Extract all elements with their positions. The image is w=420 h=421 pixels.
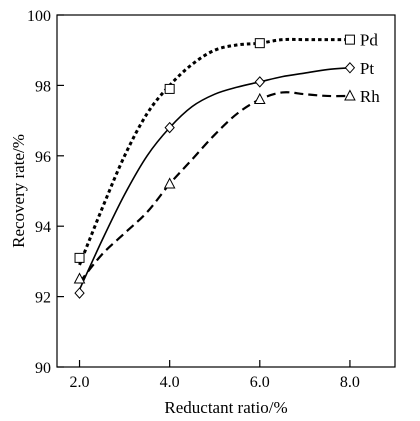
data-point-pt xyxy=(254,76,265,88)
y-tick-label: 96 xyxy=(35,149,51,166)
series-labels: Pd Pt Rh xyxy=(360,31,380,106)
data-point-rh xyxy=(163,177,176,189)
data-point-pt xyxy=(164,121,175,134)
series-label-pd: Pd xyxy=(360,31,378,50)
x-tick-label: 8.0 xyxy=(340,374,360,391)
y-tick-label: 94 xyxy=(35,219,51,236)
x-axis-ticks: 2.0 4.0 6.0 8.0 xyxy=(70,360,360,391)
data-point-pd xyxy=(344,34,355,45)
x-tick-label: 4.0 xyxy=(160,374,180,391)
data-point-rh xyxy=(73,272,86,284)
data-point-pt xyxy=(74,287,85,299)
series-lines xyxy=(78,37,350,290)
series-label-pt: Pt xyxy=(360,59,374,78)
series-label-rh: Rh xyxy=(360,87,380,106)
series-line-pd xyxy=(78,37,350,266)
y-tick-label: 98 xyxy=(35,78,51,95)
y-axis-label: Recovery rate/% xyxy=(9,134,28,248)
y-tick-label: 92 xyxy=(35,290,51,307)
y-tick-label: 100 xyxy=(27,8,51,25)
data-point-pd xyxy=(74,252,85,263)
data-point-rh xyxy=(344,89,356,101)
series-line-pt xyxy=(78,67,350,290)
data-point-pd xyxy=(254,38,265,49)
data-point-pt xyxy=(344,62,356,74)
x-axis-label: Reductant ratio/% xyxy=(164,398,287,417)
x-tick-label: 2.0 xyxy=(70,374,90,391)
y-tick-label: 90 xyxy=(35,360,51,377)
data-point-rh xyxy=(253,92,266,104)
y-axis-ticks: 90 92 94 96 98 100 xyxy=(27,8,64,377)
data-point-pd xyxy=(164,83,175,94)
series-markers xyxy=(73,34,356,299)
plot-frame xyxy=(56,14,396,368)
x-tick-label: 6.0 xyxy=(250,374,270,391)
series-line-rh xyxy=(78,91,350,284)
